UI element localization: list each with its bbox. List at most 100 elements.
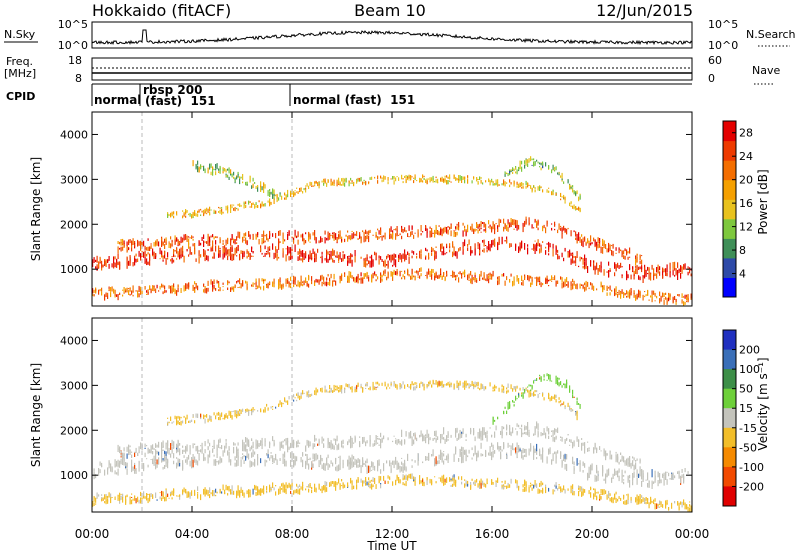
velocity-cell bbox=[296, 399, 298, 402]
power-cell bbox=[665, 268, 667, 276]
velocity-cell bbox=[596, 496, 598, 499]
velocity-cell bbox=[518, 395, 520, 398]
velocity-cell bbox=[576, 410, 578, 414]
power-cell bbox=[519, 242, 521, 246]
power-cell bbox=[669, 271, 671, 278]
power-cell bbox=[641, 259, 643, 265]
power-cell bbox=[147, 289, 149, 294]
power-cell bbox=[464, 179, 466, 184]
velocity-cell bbox=[216, 461, 218, 463]
power-cell bbox=[147, 292, 149, 295]
velocity-cell bbox=[270, 406, 272, 409]
velocity-cell bbox=[633, 471, 635, 478]
velocity-cell bbox=[524, 425, 526, 427]
power-cell bbox=[344, 179, 346, 182]
colorbar-swatch bbox=[723, 140, 736, 161]
velocity-cell bbox=[246, 408, 248, 412]
power-cell bbox=[329, 281, 331, 286]
velocity-cell bbox=[621, 474, 623, 483]
velocity-heatmap bbox=[92, 373, 692, 512]
velocity-cell bbox=[365, 460, 367, 464]
velocity-cell bbox=[242, 446, 244, 452]
power-cell bbox=[182, 254, 184, 257]
velocity-cell bbox=[450, 436, 452, 438]
velocity-cell bbox=[377, 381, 379, 385]
velocity-cell bbox=[359, 436, 361, 438]
velocity-cell bbox=[621, 455, 623, 459]
power-cell bbox=[182, 215, 184, 219]
velocity-cell bbox=[576, 436, 578, 442]
power-cell bbox=[489, 272, 491, 276]
power-cell bbox=[489, 224, 491, 227]
power-cell bbox=[288, 247, 290, 254]
power-cell bbox=[447, 226, 449, 228]
velocity-cell bbox=[155, 492, 157, 498]
velocity-cell bbox=[642, 497, 644, 502]
power-cell bbox=[471, 250, 473, 254]
power-cell bbox=[489, 249, 491, 252]
velocity-cell bbox=[350, 461, 352, 466]
velocity-cell bbox=[516, 480, 518, 485]
velocity-cell bbox=[99, 469, 101, 474]
power-cell bbox=[353, 276, 355, 282]
velocity-cell bbox=[666, 479, 668, 485]
power-cell bbox=[192, 211, 194, 215]
power-cell bbox=[540, 167, 542, 171]
power-cell bbox=[599, 243, 601, 248]
power-cell bbox=[161, 240, 163, 247]
velocity-cell bbox=[248, 441, 250, 447]
velocity-cell bbox=[588, 490, 590, 495]
power-cell bbox=[504, 280, 506, 286]
velocity-cell bbox=[317, 389, 319, 393]
power-cell bbox=[381, 278, 383, 282]
power-cell bbox=[518, 278, 520, 284]
power-cell bbox=[221, 208, 223, 213]
power-cell bbox=[245, 232, 247, 237]
power-cell bbox=[243, 239, 245, 241]
power-cell bbox=[474, 249, 476, 256]
power-cell bbox=[263, 230, 265, 238]
velocity-cell bbox=[264, 440, 266, 447]
velocity-cell bbox=[335, 481, 337, 486]
power-cell bbox=[363, 236, 365, 243]
power-cell bbox=[557, 231, 559, 234]
power-cell bbox=[455, 226, 457, 229]
velocity-cell bbox=[614, 494, 616, 500]
power-cell bbox=[290, 193, 292, 197]
velocity-cell bbox=[288, 396, 290, 400]
velocity-cell bbox=[404, 483, 406, 486]
velocity-cell bbox=[378, 438, 380, 440]
velocity-cell bbox=[233, 490, 235, 495]
power-cell bbox=[255, 278, 257, 282]
velocity-cell bbox=[456, 380, 458, 385]
velocity-cell bbox=[158, 441, 160, 448]
power-cell bbox=[185, 283, 187, 290]
power-cell bbox=[533, 164, 535, 166]
power-cell bbox=[114, 256, 116, 260]
velocity-cell bbox=[123, 452, 125, 456]
velocity-cell bbox=[459, 429, 461, 435]
velocity-cell bbox=[483, 482, 485, 486]
power-cell bbox=[285, 278, 287, 285]
velocity-cell bbox=[329, 482, 331, 486]
velocity-cell bbox=[516, 450, 518, 458]
velocity-cell bbox=[564, 458, 566, 462]
power-cell bbox=[101, 287, 103, 292]
power-cell bbox=[138, 250, 140, 257]
velocity-cell bbox=[515, 428, 517, 430]
velocity-cell bbox=[479, 431, 481, 437]
velocity-cell bbox=[375, 484, 377, 489]
power-cell bbox=[264, 184, 266, 189]
velocity-cell bbox=[636, 499, 638, 505]
power-cell bbox=[198, 240, 200, 246]
power-cell bbox=[431, 268, 433, 275]
power-cell bbox=[524, 275, 526, 280]
power-cell bbox=[513, 276, 515, 282]
velocity-cell bbox=[251, 439, 253, 441]
velocity-cell bbox=[561, 488, 563, 493]
velocity-cell bbox=[584, 446, 586, 454]
colorbar-swatch bbox=[723, 121, 736, 142]
power-cell bbox=[453, 174, 455, 180]
power-cell bbox=[422, 180, 424, 183]
power-cell bbox=[204, 241, 206, 243]
